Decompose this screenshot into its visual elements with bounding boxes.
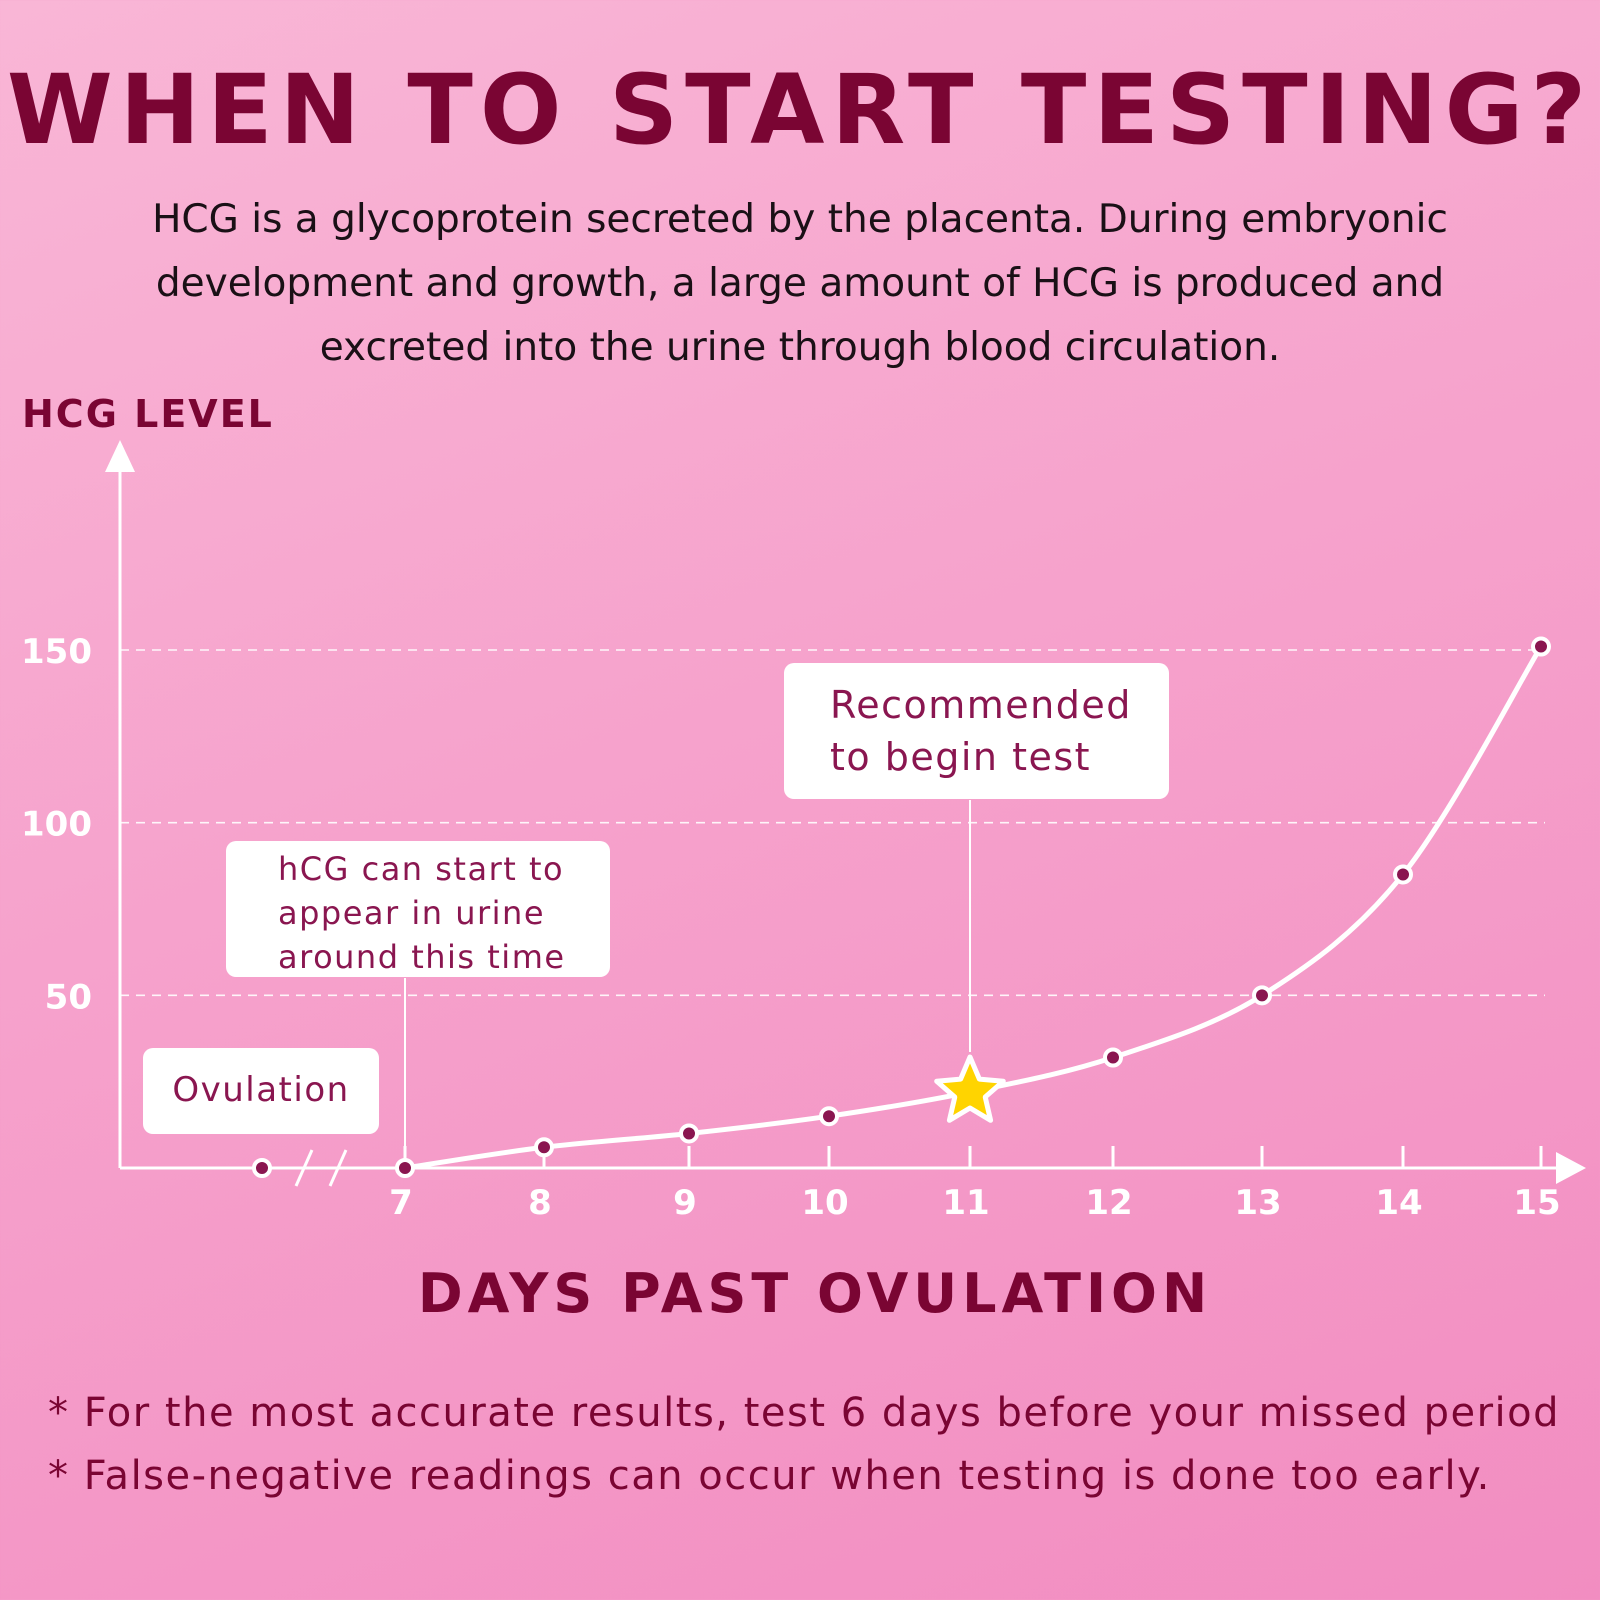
data-point — [1531, 636, 1551, 657]
data-point — [534, 1137, 554, 1158]
footnote: * For the most accurate results, test 6 … — [48, 1390, 1561, 1436]
y-axis-label: HCG LEVEL — [22, 392, 274, 436]
x-axis-title: DAYS PAST OVULATION — [417, 1262, 1213, 1325]
y-tick-label: 50 — [45, 977, 92, 1017]
ovulation-label-text: Ovulation — [172, 1070, 350, 1110]
callout-line: to begin test — [830, 735, 1092, 779]
intro-text: HCG is a glycoprotein secreted by the pl… — [90, 188, 1510, 380]
intro-line: excreted into the urine through blood ci… — [319, 325, 1281, 370]
footnote: * False-negative readings can occur when… — [48, 1453, 1491, 1499]
x-tick-label: 15 — [1513, 1183, 1560, 1223]
callout-line: around this time — [278, 938, 566, 976]
x-tick-label: 13 — [1234, 1183, 1281, 1223]
data-point — [1252, 985, 1272, 1006]
x-tick-label: 14 — [1375, 1183, 1422, 1223]
ovulation-label: Ovulation — [143, 1048, 379, 1134]
page-title: WHEN TO START TESTING? — [6, 54, 1594, 166]
recommended-callout: Recommended to begin test — [784, 663, 1169, 799]
x-tick-label: 10 — [801, 1183, 848, 1223]
x-tick-label: 8 — [528, 1183, 552, 1223]
x-tick-label: 7 — [389, 1183, 413, 1223]
x-tick-label: 9 — [673, 1183, 697, 1223]
x-tick-label: 11 — [942, 1183, 989, 1223]
hcg-appear-callout: hCG can start to appear in urine around … — [226, 841, 610, 977]
y-tick-label: 150 — [21, 632, 92, 672]
data-point — [819, 1106, 839, 1127]
intro-line: HCG is a glycoprotein secreted by the pl… — [152, 197, 1448, 242]
y-axis-arrow — [105, 440, 135, 472]
intro-line: development and growth, a large amount o… — [155, 261, 1445, 306]
data-point — [395, 1158, 415, 1178]
y-tick-label: 100 — [21, 805, 92, 845]
data-point — [1393, 864, 1413, 885]
star-icon — [934, 1054, 1006, 1123]
axis-break — [294, 1149, 314, 1187]
data-point — [1103, 1047, 1123, 1068]
callout-line: Recommended — [830, 683, 1132, 727]
callout-line: hCG can start to — [278, 850, 565, 888]
ovulation-point — [252, 1158, 272, 1178]
data-point — [679, 1123, 699, 1144]
x-axis-arrow — [1556, 1152, 1586, 1184]
x-tick-label: 12 — [1085, 1183, 1132, 1223]
callout-line: appear in urine — [278, 894, 545, 932]
footnotes: * For the most accurate results, test 6 … — [48, 1382, 1588, 1508]
axis-break — [328, 1149, 348, 1187]
